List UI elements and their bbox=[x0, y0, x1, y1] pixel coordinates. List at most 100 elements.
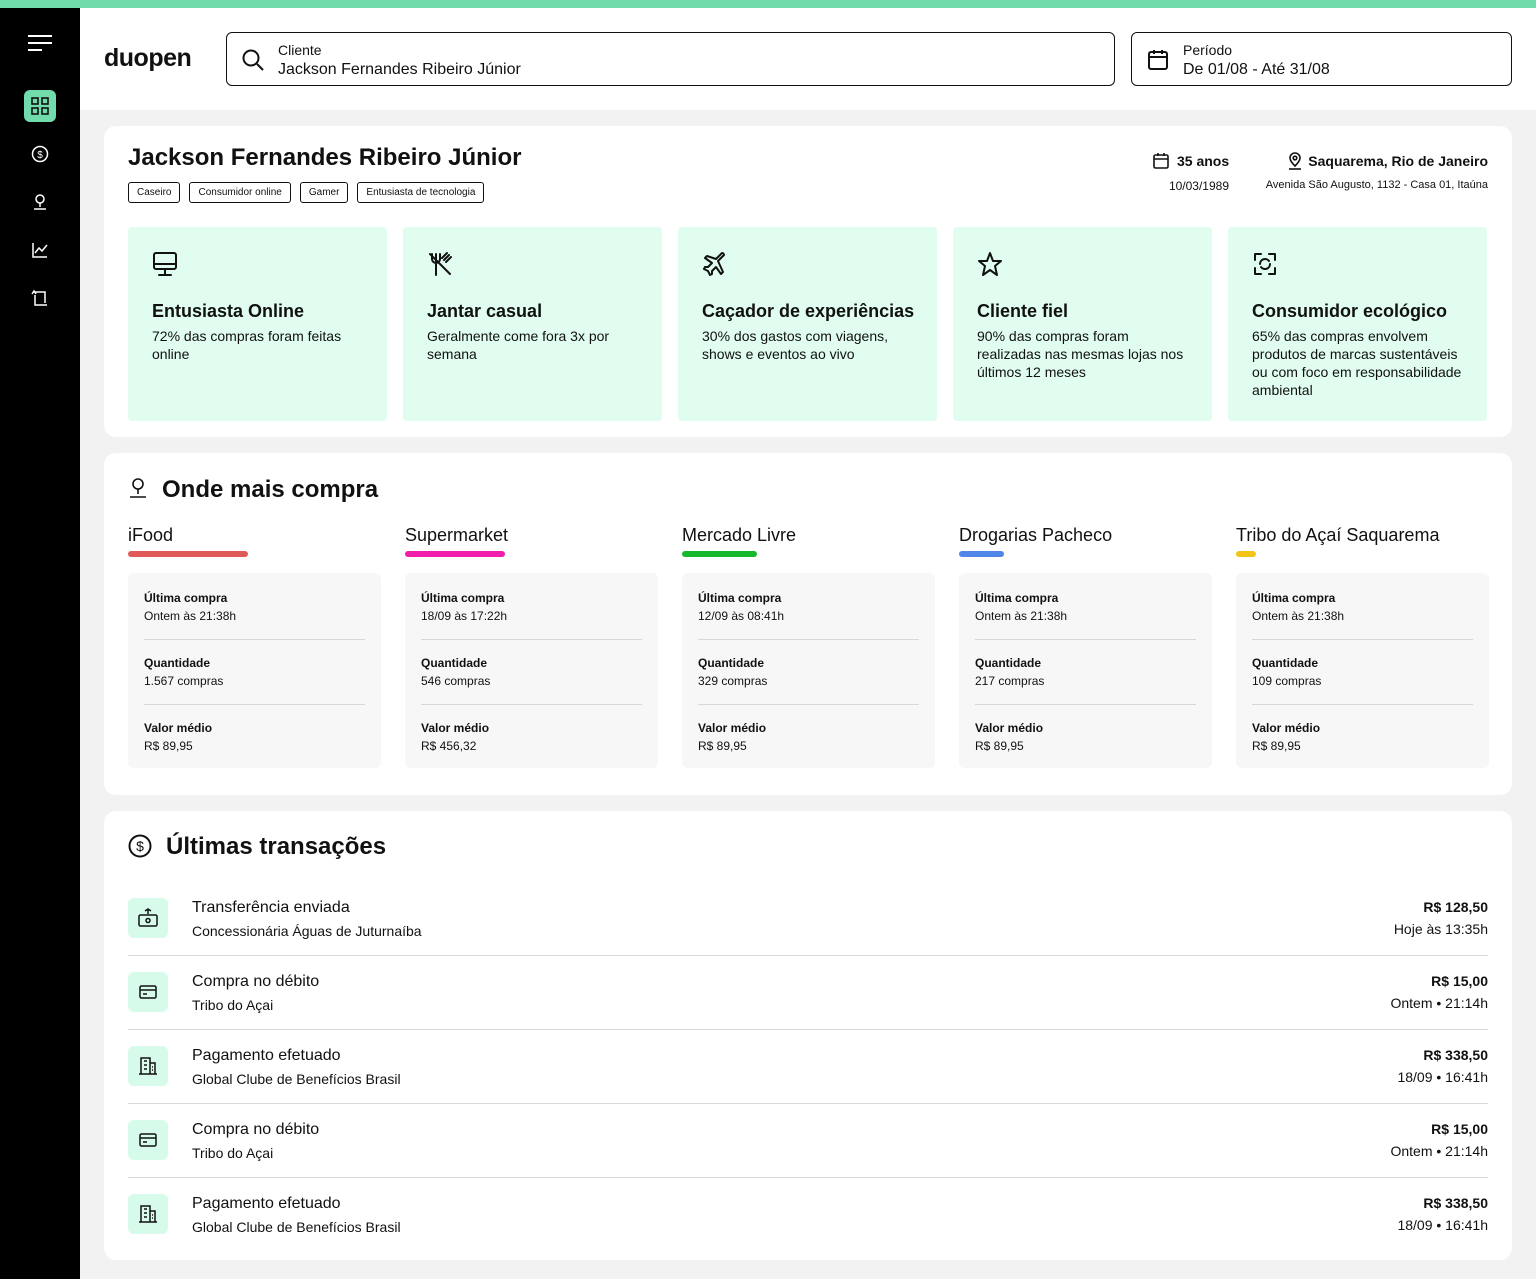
trait-text: 90% das compras foram realizadas nas mes… bbox=[977, 328, 1184, 380]
detail-label: Última compra bbox=[421, 591, 505, 605]
detail-value: R$ 89,95 bbox=[144, 739, 193, 753]
transaction-subtitle: Tribo do Açai bbox=[192, 1145, 274, 1161]
detail: Valor médio R$ 89,95 bbox=[975, 719, 1196, 769]
trait-card: Consumidor ecológico 65% das compras envo… bbox=[1228, 227, 1487, 421]
transaction-icon bbox=[128, 1120, 168, 1160]
trait-card: Cliente fiel 90% das compras foram realiz… bbox=[953, 227, 1212, 421]
transaction-subtitle: Global Clube de Benefícios Brasil bbox=[192, 1071, 401, 1087]
address: Avenida São Augusto, 1132 - Casa 01, Ita… bbox=[1265, 179, 1488, 191]
store[interactable]: Drogarias Pacheco Última compra Ontem às 2… bbox=[959, 525, 1212, 768]
store[interactable]: iFood Última compra Ontem às 21:38h Quantid… bbox=[128, 525, 381, 768]
nav-location[interactable] bbox=[24, 186, 56, 218]
nav-transfers[interactable] bbox=[24, 282, 56, 314]
detail-label: Valor médio bbox=[975, 721, 1044, 735]
detail-label: Última compra bbox=[1252, 591, 1336, 605]
store-bar bbox=[1236, 551, 1256, 557]
detail: Última compra 12/09 às 08:41h bbox=[698, 589, 919, 640]
store[interactable]: Tribo do Açaí Saquarema Última compra Onte… bbox=[1236, 525, 1489, 768]
tag[interactable]: Caseiro bbox=[128, 182, 181, 203]
icon bbox=[139, 1057, 157, 1075]
trait-list: Entusiasta Online 72% das compras foram f… bbox=[128, 227, 1487, 421]
nav-analytics[interactable] bbox=[24, 234, 56, 266]
detail-label: Valor médio bbox=[421, 721, 490, 735]
field-value: De 01/08 - Até 31/08 bbox=[1183, 61, 1330, 78]
stores-card: Onde mais compra iFood Última compra Ontem… bbox=[104, 453, 1512, 795]
detail-value: R$ 456,32 bbox=[421, 739, 477, 753]
detail: Valor médio R$ 89,95 bbox=[144, 719, 365, 769]
icon bbox=[139, 1133, 157, 1147]
detail-value: Ontem às 21:38h bbox=[144, 609, 237, 623]
transaction-row[interactable]: Compra no débito Tribo do Açai R$ 15,00 Ont… bbox=[128, 956, 1488, 1030]
client-search[interactable]: Cliente Jackson Fernandes Ribeiro Júnior bbox=[226, 32, 1115, 86]
transaction-subtitle: Tribo do Açai bbox=[192, 997, 274, 1013]
store-bar bbox=[405, 551, 505, 557]
trait-text: 65% das compras envolvem produtos de mar… bbox=[1252, 328, 1462, 398]
trait-title: Cliente fiel bbox=[977, 301, 1069, 321]
transaction-icon bbox=[128, 898, 168, 938]
detail-label: Última compra bbox=[698, 591, 782, 605]
trait-text: 72% das compras foram feitas online bbox=[152, 328, 342, 362]
icon bbox=[1254, 253, 1276, 275]
transaction-title: Pagamento efetuado bbox=[192, 1195, 341, 1212]
transaction-row[interactable]: Transferência enviada Concessionária Água… bbox=[128, 882, 1488, 956]
svg-text:$: $ bbox=[37, 150, 43, 161]
trait-title: Consumidor ecológico bbox=[1252, 301, 1448, 321]
section-title: Onde mais compra bbox=[162, 476, 379, 503]
detail-value: R$ 89,95 bbox=[698, 739, 747, 753]
store-list: iFood Última compra Ontem às 21:38h Quantid… bbox=[128, 525, 1489, 768]
transaction-title: Compra no débito bbox=[192, 973, 320, 990]
age: 35 anos bbox=[1177, 153, 1230, 169]
detail-value: 18/09 às 17:22h bbox=[421, 609, 508, 623]
store-details: Última compra Ontem às 21:38h Quantidade 21… bbox=[959, 573, 1212, 768]
transaction-row[interactable]: Pagamento efetuado Global Clube de Benefí… bbox=[128, 1178, 1488, 1252]
transaction-amount: R$ 338,50 bbox=[1423, 1195, 1488, 1211]
tag[interactable]: Consumidor online bbox=[189, 182, 291, 203]
detail-value: 546 compras bbox=[421, 674, 491, 688]
tag[interactable]: Entusiasta de tecnologia bbox=[357, 182, 485, 203]
detail: Quantidade 546 compras bbox=[421, 654, 642, 705]
icon bbox=[138, 908, 158, 927]
detail-value: R$ 89,95 bbox=[975, 739, 1024, 753]
detail: Quantidade 329 compras bbox=[698, 654, 919, 705]
section-title: Últimas transações bbox=[166, 833, 387, 860]
store[interactable]: Supermarket Última compra 18/09 às 17:22h Q… bbox=[405, 525, 658, 768]
store-details: Última compra Ontem às 21:38h Quantidade 10… bbox=[1236, 573, 1489, 768]
transactions-card: $ Últimas transações Transferência envia… bbox=[104, 811, 1512, 1260]
detail-value: 12/09 às 08:41h bbox=[698, 609, 785, 623]
icon bbox=[153, 252, 177, 276]
detail: Valor médio R$ 89,95 bbox=[1252, 719, 1473, 769]
transaction-icon bbox=[128, 1194, 168, 1234]
transaction-row[interactable]: Pagamento efetuado Global Clube de Benefí… bbox=[128, 1030, 1488, 1104]
profile-card: Jackson Fernandes Ribeiro Júnior Caseiro… bbox=[104, 126, 1512, 437]
svg-text:$: $ bbox=[136, 838, 144, 854]
detail: Última compra 18/09 às 17:22h bbox=[421, 589, 642, 640]
nav-dashboard[interactable] bbox=[24, 90, 56, 122]
trait-text: 30% dos gastos com viagens, shows e even… bbox=[702, 328, 888, 362]
transaction-time: Hoje às 13:35h bbox=[1393, 921, 1488, 937]
detail-label: Quantidade bbox=[421, 656, 488, 670]
tag[interactable]: Gamer bbox=[299, 182, 349, 203]
tag-list: Caseiro Consumidor online Gamer Entusiasta … bbox=[128, 182, 485, 203]
store[interactable]: Mercado Livre Última compra 12/09 às 08:41… bbox=[682, 525, 935, 768]
nav-finance[interactable]: $ bbox=[24, 138, 56, 170]
logo[interactable]: duopen bbox=[104, 44, 192, 72]
transaction-title: Transferência enviada bbox=[192, 899, 350, 916]
transaction-row[interactable]: Compra no débito Tribo do Açai R$ 15,00 Ont… bbox=[128, 1104, 1488, 1178]
detail: Valor médio R$ 89,95 bbox=[698, 719, 919, 769]
detail-value: R$ 89,95 bbox=[1252, 739, 1301, 753]
transaction-time: 18/09 • 16:41h bbox=[1397, 1069, 1488, 1085]
icon bbox=[139, 985, 157, 999]
detail: Quantidade 217 compras bbox=[975, 654, 1196, 705]
transaction-subtitle: Global Clube de Benefícios Brasil bbox=[192, 1219, 401, 1235]
detail: Quantidade 109 compras bbox=[1252, 654, 1473, 705]
detail: Última compra Ontem às 21:38h bbox=[975, 589, 1196, 640]
detail-label: Quantidade bbox=[1252, 656, 1319, 670]
store-name: iFood bbox=[128, 525, 174, 545]
store-details: Última compra 18/09 às 17:22h Quantidade 54… bbox=[405, 573, 658, 768]
menu-button[interactable] bbox=[28, 34, 52, 52]
detail: Valor médio R$ 456,32 bbox=[421, 719, 642, 769]
period-picker[interactable]: Período De 01/08 - Até 31/08 bbox=[1131, 32, 1512, 86]
transaction-time: 18/09 • 16:41h bbox=[1397, 1217, 1488, 1233]
transaction-title: Compra no débito bbox=[192, 1121, 320, 1138]
